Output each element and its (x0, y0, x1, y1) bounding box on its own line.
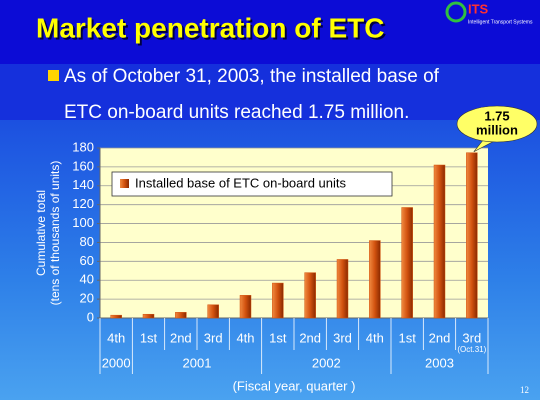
bar (142, 313, 155, 319)
x-tick-label: 1st (269, 330, 287, 345)
slide-title: Market penetration of ETC (36, 12, 384, 43)
page-number: 12 (520, 385, 529, 395)
bar (336, 259, 349, 319)
legend-marker (120, 179, 129, 188)
bar (466, 152, 478, 319)
x-tick-label: 3rd (204, 330, 223, 345)
x-tick-label: 4th (236, 330, 254, 345)
y-tick-label: 40 (80, 272, 94, 287)
category-note: (Oct.31) (457, 345, 486, 354)
logo-icon (445, 1, 467, 23)
legend-box (111, 171, 393, 197)
y-tick-label: 60 (80, 253, 94, 268)
y-tick-label: 0 (87, 309, 94, 324)
logo-mark: ITS (468, 1, 489, 16)
title-shadow: Market penetration of ETC (38, 14, 386, 45)
y-tick-label: 100 (72, 215, 94, 230)
bar (433, 164, 446, 319)
x-tick-label: 4th (107, 330, 125, 345)
year-label: 2002 (312, 355, 341, 370)
year-label: 2001 (183, 355, 212, 370)
x-tick-label: 3rd (462, 330, 481, 345)
logo-caption: Intelligent Transport Systems (468, 19, 533, 25)
bar (175, 312, 187, 319)
callout (456, 105, 538, 143)
annotation: 1.75 (484, 108, 509, 123)
bullet-text: As of October 31, 2003, the installed ba… (64, 66, 440, 87)
x-tick-label: 1st (140, 330, 158, 345)
bar (369, 240, 381, 319)
bullet-marker (48, 70, 59, 81)
y-tick-label: 120 (72, 196, 94, 211)
y-tick-label: 20 (80, 291, 94, 306)
bar (207, 304, 219, 319)
x-tick-label: 2nd (429, 330, 451, 345)
x-tick-label: 2nd (170, 330, 192, 345)
bullet-text: ETC on-board units reached 1.75 million. (64, 102, 409, 123)
y-tick-label: 140 (72, 177, 94, 192)
x-tick-label: 2nd (299, 330, 321, 345)
y-tick-label: 160 (72, 158, 94, 173)
bar (110, 314, 122, 319)
x-tick-label: 1st (398, 330, 416, 345)
bar (401, 207, 413, 319)
legend-label: Installed base of ETC on-board units (135, 175, 347, 190)
y-tick-label: 180 (72, 139, 94, 154)
bar (239, 295, 252, 319)
logo: ITS Intelligent Transport Systems (445, 1, 533, 25)
y-tick-label: 80 (80, 234, 94, 249)
x-tick-label: 4th (366, 330, 384, 345)
bar (272, 282, 284, 319)
x-axis-label: (Fiscal year, quarter ) (233, 378, 356, 393)
year-label: 2000 (102, 355, 131, 370)
bar (304, 272, 316, 319)
y-axis-label: Cumulative total (34, 190, 48, 276)
year-label: 2003 (425, 355, 454, 370)
y-axis-label: (tens of thousands of units) (48, 161, 62, 306)
annotation: million (476, 122, 518, 137)
x-tick-label: 3rd (333, 330, 352, 345)
